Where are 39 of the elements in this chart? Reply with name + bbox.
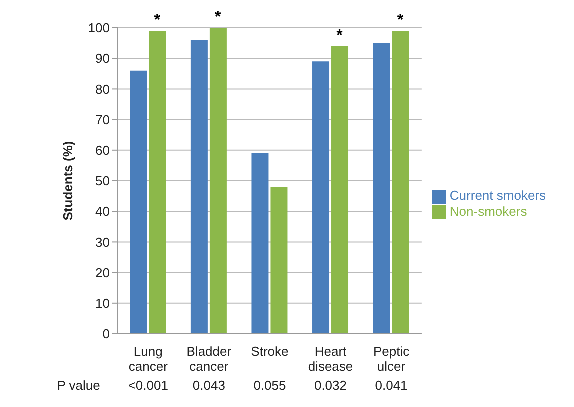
bar — [392, 31, 410, 334]
bar — [210, 28, 227, 334]
x-tick-label: Lung cancer — [128, 344, 169, 374]
bar — [270, 187, 288, 334]
text: 0.055 — [254, 378, 286, 393]
legend-label: Non-smokers — [450, 204, 528, 218]
bar — [190, 40, 208, 334]
text: 0.041 — [375, 378, 408, 393]
y-tick-label: 50 — [96, 174, 110, 189]
annotation: * — [336, 27, 344, 44]
y-tick-label: 20 — [96, 265, 110, 280]
y-tick-label: 100 — [88, 20, 110, 36]
y-tick-label: 40 — [96, 204, 110, 220]
y-tick-label: 70 — [96, 112, 110, 128]
y-tick-label: 10 — [96, 296, 110, 312]
y-tick-label: 90 — [96, 51, 110, 66]
annotation: * — [215, 9, 222, 26]
bar — [149, 31, 166, 334]
y-tick-label: 60 — [96, 143, 110, 158]
y-tick-label: 30 — [96, 234, 110, 250]
bar — [332, 46, 349, 334]
y-axis-title: Students (%) — [60, 141, 76, 221]
y-tick-label: 80 — [96, 82, 110, 97]
x-tick-label: Bladder cancer — [186, 344, 232, 374]
x-tick-label: Heart disease — [308, 344, 354, 374]
annotation: * — [154, 12, 162, 30]
text: 0.043 — [192, 378, 226, 393]
annotation: * — [397, 12, 404, 30]
y-tick-label: 0 — [102, 326, 110, 342]
text: <0.001 — [128, 378, 168, 393]
x-tick-label: Peptic ulcer — [373, 344, 410, 374]
bar — [252, 153, 269, 334]
text: P value — [57, 378, 100, 393]
bar — [130, 70, 148, 334]
x-tick-label: Stroke — [251, 344, 289, 359]
text: 0.032 — [314, 378, 348, 393]
bar — [373, 43, 390, 334]
legend-label: Current smokers — [450, 188, 546, 203]
bar — [312, 62, 330, 334]
